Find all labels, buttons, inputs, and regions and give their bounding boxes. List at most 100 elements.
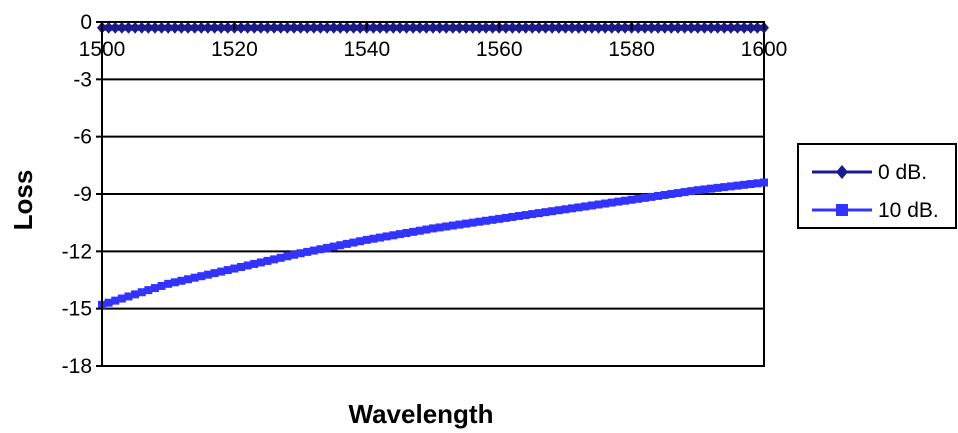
data-point	[707, 184, 716, 193]
data-point	[382, 232, 391, 241]
x-tick-label: 1580	[608, 38, 655, 61]
data-point	[210, 269, 219, 278]
data-point	[183, 21, 194, 34]
data-point	[606, 21, 617, 34]
data-point	[561, 205, 570, 214]
data-point	[169, 21, 180, 34]
data-point	[328, 21, 339, 34]
data-point	[520, 21, 531, 34]
data-point	[130, 21, 141, 34]
data-point	[196, 21, 207, 34]
data-point	[341, 21, 352, 34]
data-point	[454, 21, 465, 34]
data-point	[415, 226, 424, 235]
data-point	[170, 278, 179, 287]
data-point	[349, 238, 358, 247]
series-2	[98, 178, 768, 309]
data-point	[461, 21, 472, 34]
legend-box	[797, 143, 957, 229]
legend-label: 0 dB.	[878, 161, 927, 184]
data-point	[653, 21, 664, 34]
data-point	[527, 21, 538, 34]
data-point	[634, 194, 643, 203]
data-point	[315, 21, 326, 34]
data-point	[720, 183, 729, 192]
data-point	[607, 198, 616, 207]
x-tick-labels: 1500 1520 1540 1560 1580 1600	[79, 38, 788, 61]
data-point	[389, 231, 398, 240]
data-point	[137, 288, 146, 297]
data-point	[553, 21, 564, 34]
data-point	[157, 281, 166, 290]
data-point	[600, 21, 611, 34]
data-point	[719, 21, 730, 34]
data-point	[700, 185, 709, 194]
data-point	[594, 200, 603, 209]
data-point	[560, 21, 571, 34]
y-tick-label: -15	[62, 298, 92, 321]
data-point	[136, 21, 147, 34]
data-point	[620, 196, 629, 205]
data-point	[733, 181, 742, 190]
data-point	[270, 255, 279, 264]
data-point	[422, 225, 431, 234]
data-point	[462, 219, 471, 228]
y-tick-label: -6	[73, 126, 92, 149]
legend-marker	[836, 204, 848, 216]
x-tick-label: 1560	[476, 38, 523, 61]
data-point	[123, 21, 134, 34]
data-point	[401, 21, 412, 34]
data-point	[308, 21, 319, 34]
data-point	[111, 296, 120, 305]
data-point	[124, 292, 133, 301]
data-point	[541, 208, 550, 217]
y-tick-label: -3	[73, 68, 92, 91]
data-point	[217, 267, 226, 276]
data-point	[660, 190, 669, 199]
data-point	[421, 21, 432, 34]
data-point	[283, 252, 292, 261]
data-point	[189, 21, 200, 34]
data-point	[614, 197, 623, 206]
data-point	[442, 222, 451, 231]
data-point	[435, 223, 444, 232]
data-point	[686, 21, 697, 34]
data-point	[288, 21, 299, 34]
data-point	[672, 21, 683, 34]
data-point	[534, 209, 543, 218]
data-point	[263, 256, 272, 265]
data-point	[197, 272, 206, 281]
y-tick-label: -18	[62, 355, 92, 378]
data-point	[275, 21, 286, 34]
legend-label: 10 dB.	[878, 199, 939, 222]
data-point	[475, 217, 484, 226]
data-point	[732, 21, 743, 34]
data-point	[481, 216, 490, 225]
data-point	[355, 21, 366, 34]
data-point	[316, 245, 325, 254]
data-point	[673, 189, 682, 198]
data-point	[548, 207, 557, 216]
data-point	[639, 21, 650, 34]
data-point	[429, 224, 437, 233]
data-point	[554, 206, 563, 215]
x-tick-label: 1540	[343, 38, 390, 61]
x-tick-label: 1600	[741, 38, 788, 61]
data-point	[573, 21, 584, 34]
data-point	[223, 266, 232, 275]
data-point	[587, 201, 596, 210]
data-point	[467, 21, 478, 34]
data-point	[144, 286, 153, 295]
data-point	[414, 21, 425, 34]
data-point	[547, 21, 558, 34]
data-point	[163, 21, 174, 34]
data-point	[255, 21, 266, 34]
data-point	[679, 21, 690, 34]
data-point	[289, 250, 298, 259]
data-point	[713, 183, 722, 192]
data-point	[203, 270, 212, 279]
axes	[96, 21, 765, 367]
data-point	[640, 193, 649, 202]
data-point	[381, 21, 392, 34]
data-point	[117, 294, 126, 303]
